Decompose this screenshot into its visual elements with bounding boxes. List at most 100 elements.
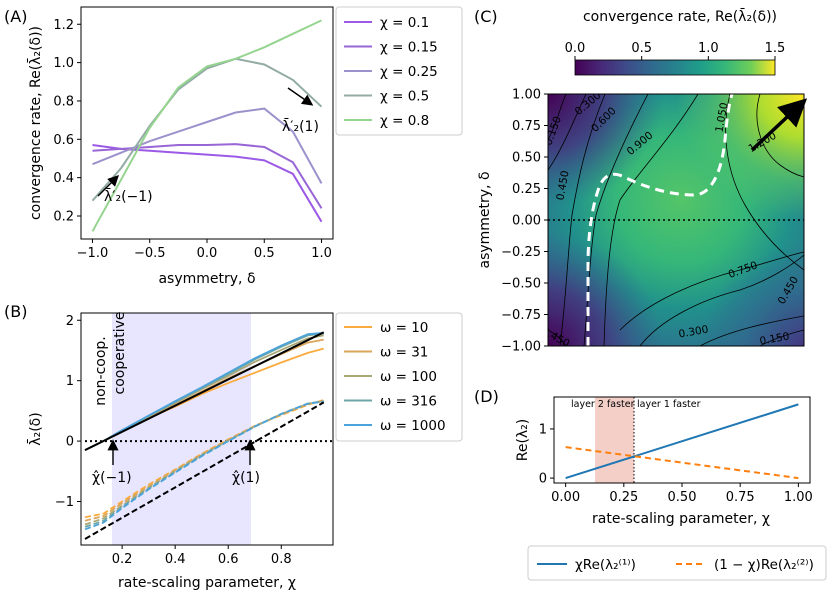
x-tick-label: 0.0: [197, 246, 218, 261]
layer-2-faster-region: [595, 397, 634, 483]
y-tick-label: 1.0: [53, 56, 74, 71]
x-tick-label: 0.75: [726, 490, 755, 505]
legend-label: ω = 10: [380, 320, 428, 336]
x-tick-label: 0.2: [112, 552, 133, 567]
legend-label: ω = 100: [380, 369, 437, 385]
region-label-layer1: layer 1 faster: [637, 399, 701, 410]
series-line-lower: [84, 400, 324, 531]
panel-b-xlabel: rate-scaling parameter, χ: [118, 575, 296, 591]
x-tick-label: 0.6: [218, 552, 239, 567]
arrow-lambda-prime-1: [287, 87, 314, 106]
annotation-chi-hat-minus-1: χ̂(−1): [92, 470, 132, 486]
y-tick-label: 1: [539, 422, 547, 437]
legend-a-box: [335, 6, 463, 136]
arrow-lambda-prime-minus-1: [97, 175, 119, 197]
y-tick-label: 0: [539, 472, 547, 487]
panel-d: 0.00 0.25 0.50 0.75 1.00 0 1 layer 2 faster la…: [515, 396, 813, 527]
y-tick-label: 1: [66, 374, 74, 389]
y-tick-label: −0.25: [501, 245, 541, 260]
y-tick-label: 0.4: [53, 171, 74, 186]
panel-label-c: (C): [474, 7, 498, 26]
y-tick-label: 1.2: [53, 18, 74, 33]
legend-b-box: [335, 312, 463, 442]
x-tick-label: 0.00: [551, 490, 580, 505]
panel-a: −1.0 −0.5 0.0 0.5 1.0 0.2 0.4 0.6 0.8 1.0 1.2 asym…: [26, 6, 334, 287]
annotation-lambda-prime-1: λ̄′₂(1): [282, 117, 319, 135]
contour-label: 0.450: [555, 170, 572, 202]
contour-line: [583, 94, 649, 346]
y-tick-label: 0.2: [53, 209, 74, 224]
x-tick-label: 0.5: [254, 246, 275, 261]
panel-a-ylabel: convergence rate, Re(λ̄₂(δ)): [26, 26, 44, 220]
y-tick-label: −1.00: [501, 340, 541, 355]
y-tick-label: 0: [66, 435, 74, 450]
x-tick-label: −0.5: [134, 246, 166, 261]
panel-d-ylabel: Re(λ₂): [515, 419, 531, 462]
contour-line: [548, 94, 587, 171]
series-line: [92, 107, 323, 184]
y-tick-label: 0.6: [53, 133, 74, 148]
region-label-cooperative: cooperative: [112, 312, 128, 395]
legend-label: (1 − χ)Re(λ₂⁽²⁾): [714, 557, 814, 573]
colorbar-tick-label: 1.5: [765, 41, 786, 56]
series-line: [565, 403, 799, 480]
x-tick-label: −1.0: [77, 246, 109, 261]
legend-label: χRe(λ₂⁽¹⁾): [575, 557, 636, 573]
series-line: [565, 446, 799, 480]
x-tick-label: 0.8: [271, 552, 292, 567]
panel-label-a: (A): [4, 7, 27, 26]
contour-line: [603, 94, 699, 346]
x-tick-label: 1.00: [784, 490, 813, 505]
y-tick-label: −0.50: [501, 277, 541, 292]
y-tick-label: 0.25: [512, 182, 541, 197]
contour-line: [759, 329, 804, 346]
legend-a: χ = 0.1 χ = 0.15 χ = 0.25 χ = 0.5 χ = 0.8: [335, 6, 463, 136]
colorbar-tick-label: 0.5: [631, 41, 652, 56]
panel-label-b: (B): [4, 302, 27, 321]
y-tick-label: 0.75: [512, 119, 541, 134]
contour-line: [725, 94, 804, 271]
annotation-chi-hat-1: χ̂(1): [232, 470, 260, 486]
y-tick-label: 2: [66, 314, 74, 329]
legend-label: χ = 0.8: [380, 113, 429, 129]
legend-label: ω = 316: [380, 394, 437, 410]
legend-label: χ = 0.5: [380, 89, 429, 105]
contour-line: [639, 254, 804, 346]
x-tick-label: 1.0: [311, 246, 332, 261]
legend-label: χ = 0.1: [380, 15, 429, 31]
legend-label: χ = 0.25: [380, 64, 438, 80]
region-label-noncoop: non-coop.: [93, 336, 109, 406]
panel-c-ylabel: asymmetry, δ: [477, 171, 493, 268]
contour-lines: [548, 94, 804, 346]
y-tick-label: 0.00: [512, 214, 541, 229]
x-tick-label: 0.50: [668, 490, 697, 505]
cooperative-region: [112, 313, 251, 545]
legend-label: ω = 1000: [380, 418, 446, 434]
y-tick-label: 1.00: [512, 88, 541, 103]
y-tick-label: −1: [55, 495, 74, 510]
limit-line-lower: [84, 401, 325, 540]
boundary-dashed-line: [586, 94, 734, 346]
legend-label: ω = 31: [380, 345, 428, 361]
x-tick-label: 0.4: [165, 552, 186, 567]
x-tick-label: 0.25: [609, 490, 638, 505]
series-line: [92, 144, 323, 223]
y-tick-label: 0.50: [512, 151, 541, 166]
arrow-increase-rate: [750, 98, 808, 152]
panel-b-frame: [80, 312, 334, 546]
contour-label: 0.300: [678, 324, 710, 341]
panel-label-d: (D): [474, 387, 499, 406]
legend-d: χRe(λ₂⁽¹⁾) (1 − χ)Re(λ₂⁽²⁾): [527, 545, 827, 581]
contour-line: [699, 315, 804, 346]
heatmap-corner-tr: [548, 94, 804, 346]
y-tick-label: −0.75: [501, 308, 541, 323]
panel-b-ylabel: λ̄₂(δ): [26, 412, 44, 445]
contour-line: [559, 94, 606, 346]
colorbar: [574, 59, 776, 76]
legend-label: χ = 0.15: [380, 40, 438, 56]
panel-c: convergence rate, Re(λ̄₂(δ)) 0.0 0.5 1.0 1.…: [477, 7, 808, 355]
contour-line: [548, 329, 567, 346]
contour-label: 0.150: [759, 331, 791, 348]
